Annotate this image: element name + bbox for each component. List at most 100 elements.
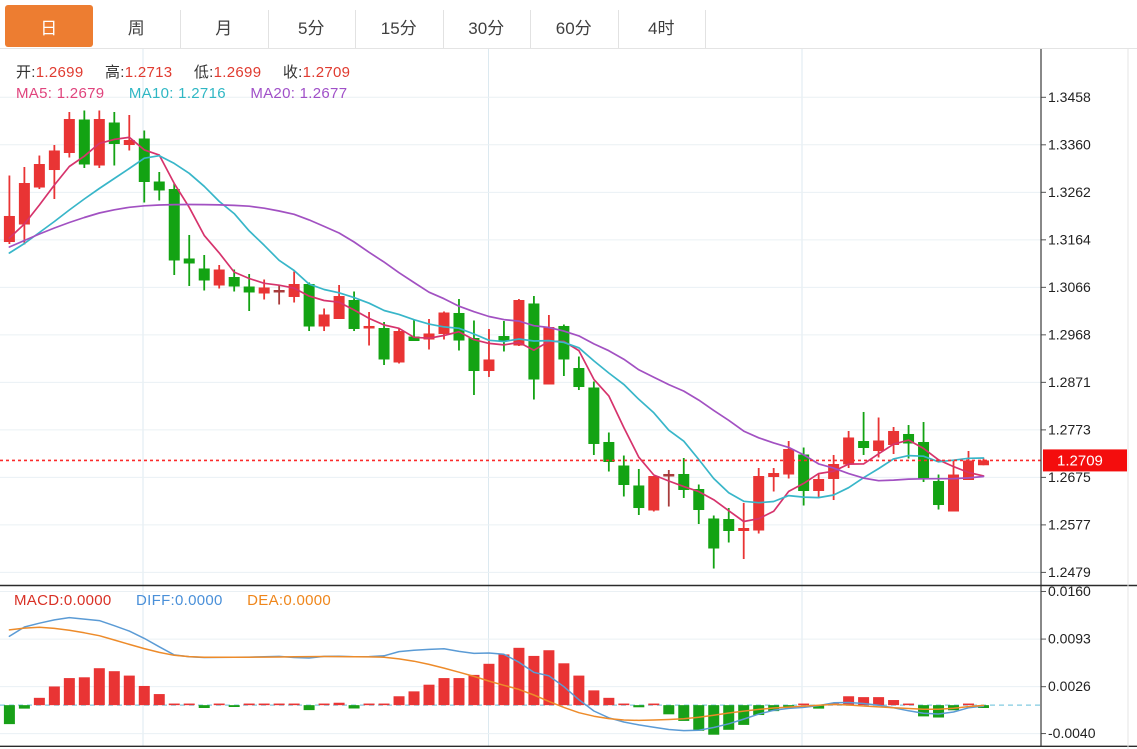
candle-body [153, 181, 165, 191]
candle-body [723, 519, 735, 531]
candle-body [123, 140, 135, 146]
candle-body [378, 328, 390, 360]
macd-bar [123, 675, 135, 706]
ma5-value: 1.2679 [56, 85, 105, 102]
candle-body [873, 440, 885, 452]
candle-body [693, 489, 705, 511]
candle-body [438, 312, 450, 334]
price-axis-label: 1.2871 [1048, 374, 1091, 390]
tab-separator [530, 10, 531, 48]
diff-value: 0.0000 [175, 592, 223, 609]
candle-body [363, 325, 375, 329]
macd-bar [543, 650, 555, 706]
candle-body [3, 215, 15, 243]
macd-bar [723, 705, 735, 730]
candle-body [843, 437, 855, 465]
macd-axis-label: -0.0040 [1048, 725, 1096, 741]
candle-body [783, 449, 795, 475]
last-price-tag [1043, 449, 1127, 472]
tab-15分[interactable]: 15分 [355, 5, 443, 48]
macd-bar [633, 705, 645, 708]
diff-label: DIFF: [136, 592, 175, 609]
candle-body [918, 441, 930, 479]
ma10-line [8, 154, 985, 504]
close-label: 收: [282, 64, 303, 81]
candle-body [768, 473, 780, 477]
tab-日[interactable]: 日 [5, 5, 93, 47]
candle-body [408, 336, 420, 342]
macd-bar [243, 703, 255, 706]
candle-body [633, 485, 645, 509]
macd-bar [918, 705, 930, 717]
macd-bar [468, 674, 480, 706]
macd-value: 0.0000 [63, 592, 112, 609]
macd-bar [678, 705, 690, 721]
candle-body [78, 119, 90, 165]
tab-4时[interactable]: 4时 [618, 5, 706, 48]
macd-bar [438, 678, 450, 706]
candle-body [618, 465, 630, 485]
macd-bar [888, 700, 900, 706]
macd-bar [108, 671, 120, 706]
tab-label: 5分 [298, 19, 325, 38]
candle-body [258, 287, 270, 294]
candle-body [798, 454, 810, 492]
tab-label: 月 [215, 19, 233, 38]
macd-bar [303, 705, 315, 711]
candle-body [228, 277, 240, 287]
candle-body [288, 283, 300, 297]
tab-label: 15分 [380, 19, 417, 38]
tab-月[interactable]: 月 [180, 5, 268, 48]
macd-bar [603, 697, 615, 706]
candle-body [183, 258, 195, 264]
macd-bar [3, 705, 15, 725]
macd-legend-item: MACD:0.0000 [14, 592, 112, 609]
ohlc-legend: 开:1.2699 高:1.2713 低:1.2699 收:1.2709 [16, 61, 367, 82]
macd-bar [273, 703, 285, 706]
candle-body [468, 338, 480, 372]
macd-bar [528, 655, 540, 706]
candle-body [333, 296, 345, 319]
macd-bar [78, 677, 90, 706]
candle-body [108, 122, 120, 144]
tab-5分[interactable]: 5分 [268, 5, 356, 48]
candle-body [948, 474, 960, 512]
candle-body [48, 150, 60, 171]
price-axis-label: 1.3458 [1048, 89, 1091, 105]
macd-bar [258, 703, 270, 706]
macd-bar [138, 685, 150, 706]
macd-bar [858, 697, 870, 706]
price-axis-label: 1.2675 [1048, 469, 1091, 485]
candle-body [648, 476, 660, 511]
candle-body [453, 312, 465, 341]
candle-body [138, 138, 150, 182]
ma5-label: MA5: [16, 85, 53, 102]
ma20-value: 1.2677 [299, 85, 348, 102]
macd-bar [63, 678, 75, 706]
tab-label: 日 [40, 18, 58, 38]
macd-bar [378, 703, 390, 706]
price-axis-label: 1.2773 [1048, 421, 1091, 437]
tab-60分[interactable]: 60分 [530, 5, 618, 48]
macd-bar [618, 703, 630, 706]
macd-bar [813, 705, 825, 709]
ma10-label: MA10: [128, 85, 174, 102]
macd-bar [963, 703, 975, 706]
dea-legend-item: DEA:0.0000 [247, 592, 331, 609]
price-axis-label: 1.2577 [1048, 516, 1091, 532]
macd-bar [213, 703, 225, 706]
tab-周[interactable]: 周 [93, 5, 181, 48]
macd-bar [228, 705, 240, 707]
candle-body [963, 460, 975, 480]
ma20-line [8, 203, 985, 482]
macd-bar [798, 703, 810, 706]
tab-separator [267, 10, 269, 48]
macd-bar [93, 668, 105, 706]
candle-body [903, 433, 915, 444]
tab-30分[interactable]: 30分 [443, 5, 531, 48]
macd-bar [318, 703, 330, 706]
macd-bar [573, 675, 585, 706]
candle-body [678, 473, 690, 490]
ma5-line [8, 136, 985, 523]
